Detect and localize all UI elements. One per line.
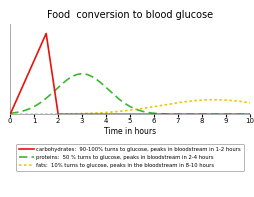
Legend: carbohydrates:  90-100% turns to glucose, peaks in bloodstream in 1-2 hours, pro: carbohydrates: 90-100% turns to glucose,… xyxy=(16,144,243,171)
Title: Food  conversion to blood glucose: Food conversion to blood glucose xyxy=(47,10,212,20)
X-axis label: Time in hours: Time in hours xyxy=(104,126,155,136)
